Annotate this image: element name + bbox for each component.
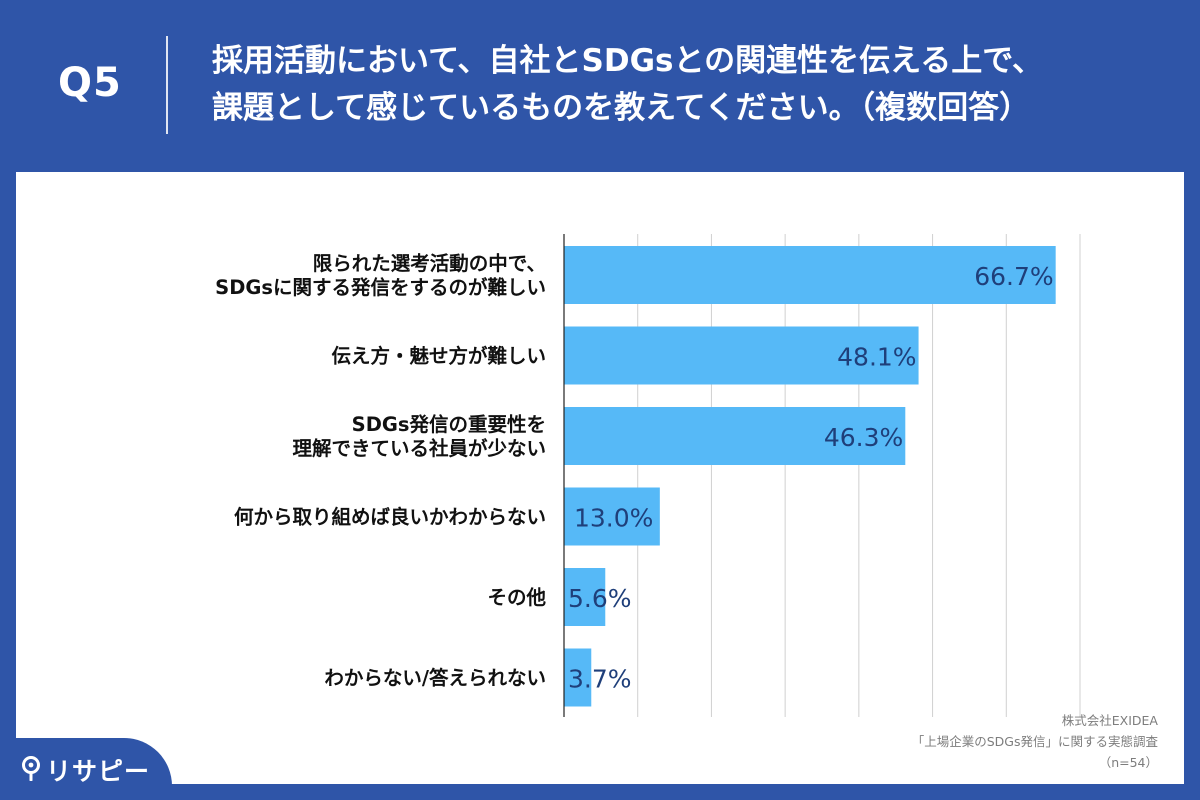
bar [564,648,592,707]
category-label: 理解できている社員が少ない [292,437,546,460]
category-label: 何から取り組めば良いかわからない [234,506,546,529]
bar [564,487,660,546]
bar-value-label: 46.3% [824,423,903,452]
question-title-line-2: 課題として感じているものを教えてください。（複数回答） [212,90,1031,126]
header-divider [166,36,168,134]
question-title: 採用活動において、自社とSDGsとの関連性を伝える上で、 課題として感じているも… [212,38,1172,132]
question-title-line-1: 採用活動において、自社とSDGsとの関連性を伝える上で、 [212,43,1043,79]
category-label: 伝え方・魅せ方が難しい [331,345,546,368]
bar [564,246,1056,304]
question-header: Q5 採用活動において、自社とSDGsとの関連性を伝える上で、 課題として感じて… [0,0,1200,170]
bar [564,326,919,385]
bar-value-label: 3.7% [568,665,632,694]
chart-card: 66.7% 限られた選考活動の中で、 SDGsに関する発信をするのが難しい 48.1%… [16,172,1184,784]
bar-value-label: 13.0% [574,504,653,533]
category-label: 限られた選考活動の中で、 [313,252,546,275]
source-sample-size: （n=54） [1098,755,1158,770]
bar-value-label: 66.7% [974,262,1053,291]
brand-logo: リサピー [0,738,172,800]
source-note: 株式会社EXIDEA 「上場企業のSDGs発信」に関する実態調査 （n=54） [912,710,1158,773]
category-label: SDGsに関する発信をするのが難しい [215,276,546,299]
category-label: わからない/答えられない [324,667,546,690]
bar-chart: 66.7% 限られた選考活動の中で、SDGsに関する発信をするのが難しい 48.1%… [215,234,1081,717]
bar-value-label: 48.1% [837,343,916,372]
bar-value-label: 5.6% [568,584,632,613]
brand-name: リサピー [46,757,151,786]
bar [564,568,606,626]
pin-icon [22,756,40,781]
source-company: 株式会社EXIDEA [1061,713,1158,728]
question-number: Q5 [58,60,122,106]
category-label: その他 [487,586,546,609]
source-survey: 「上場企業のSDGs発信」に関する実態調査 [911,734,1158,749]
bar [564,407,906,465]
category-label: SDGs発信の重要性を [352,413,546,436]
